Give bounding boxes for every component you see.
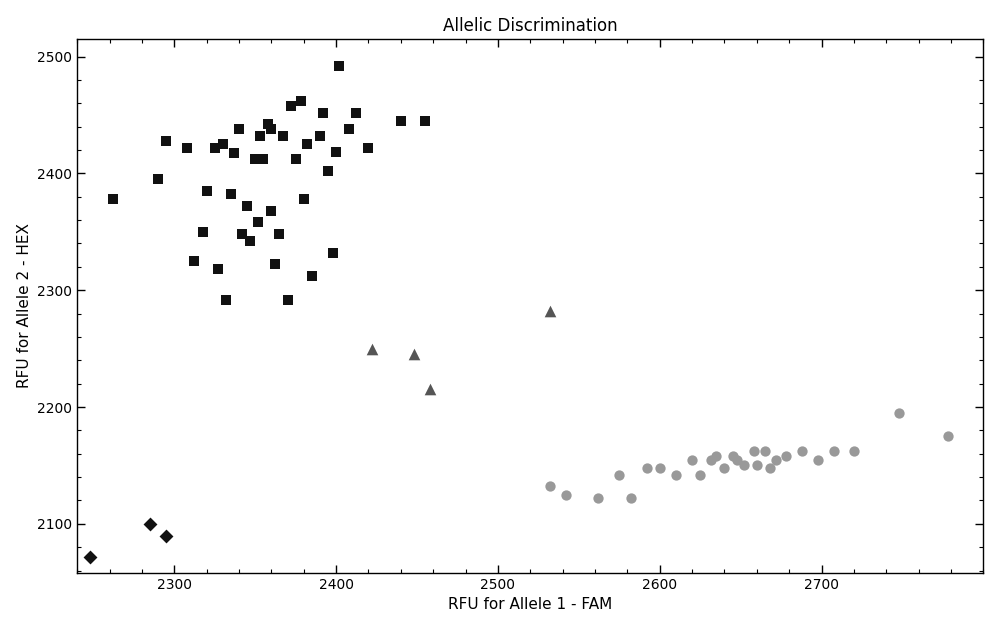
Point <box>252 131 268 141</box>
Point <box>150 174 166 184</box>
Point <box>736 460 752 470</box>
Point <box>263 124 279 134</box>
Point <box>280 294 296 304</box>
Point <box>684 455 700 465</box>
Point <box>231 124 247 134</box>
Point <box>242 236 258 246</box>
Point <box>746 447 762 457</box>
Point <box>158 136 174 146</box>
Point <box>215 139 231 149</box>
Point <box>406 350 422 360</box>
Point <box>207 143 223 153</box>
Point <box>247 154 263 164</box>
Point <box>639 463 655 473</box>
Point <box>810 455 826 465</box>
Point <box>283 101 299 111</box>
Point <box>239 201 255 211</box>
Point <box>393 116 409 126</box>
Point <box>542 481 558 491</box>
Point <box>195 226 211 237</box>
Point <box>692 470 708 480</box>
Point <box>105 194 121 204</box>
Point <box>260 120 276 130</box>
Point <box>296 194 312 204</box>
Point <box>768 455 784 465</box>
Point <box>234 229 250 239</box>
Point <box>325 248 341 258</box>
Point <box>328 147 344 157</box>
Point <box>652 463 668 473</box>
Point <box>341 124 357 134</box>
Point <box>255 154 271 164</box>
Point <box>250 218 266 228</box>
X-axis label: RFU for Allele 1 - FAM: RFU for Allele 1 - FAM <box>448 598 612 613</box>
Point <box>668 470 684 480</box>
Point <box>846 447 862 457</box>
Point <box>271 229 287 239</box>
Point <box>210 264 226 274</box>
Point <box>778 451 794 461</box>
Point <box>623 493 639 503</box>
Point <box>940 431 956 442</box>
Point <box>716 463 732 473</box>
Point <box>729 455 745 465</box>
Point <box>288 154 304 164</box>
Point <box>762 463 778 473</box>
Point <box>708 451 724 461</box>
Point <box>794 447 810 457</box>
Point <box>725 451 741 461</box>
Point <box>226 148 242 159</box>
Point <box>542 306 558 316</box>
Point <box>348 108 364 118</box>
Point <box>199 186 215 196</box>
Point <box>186 256 202 266</box>
Point <box>611 470 627 480</box>
Point <box>417 116 433 126</box>
Point <box>891 408 907 418</box>
Point <box>293 96 309 106</box>
Title: Allelic Discrimination: Allelic Discrimination <box>443 16 618 35</box>
Point <box>757 447 773 457</box>
Point <box>223 189 239 199</box>
Point <box>590 493 606 503</box>
Point <box>315 108 331 118</box>
Point <box>364 343 380 353</box>
Point <box>263 206 279 216</box>
Point <box>158 530 174 540</box>
Point <box>749 460 765 470</box>
Point <box>826 447 842 457</box>
Point <box>218 294 234 304</box>
Point <box>360 143 376 153</box>
Point <box>267 259 283 269</box>
Point <box>142 519 158 529</box>
Point <box>304 271 320 281</box>
Point <box>275 131 291 141</box>
Y-axis label: RFU for Allele 2 - HEX: RFU for Allele 2 - HEX <box>17 223 32 389</box>
Point <box>299 139 315 149</box>
Point <box>558 489 574 499</box>
Point <box>312 131 328 141</box>
Point <box>82 552 98 562</box>
Point <box>179 143 195 153</box>
Point <box>422 384 438 394</box>
Point <box>320 166 336 176</box>
Point <box>703 455 719 465</box>
Point <box>331 61 347 71</box>
